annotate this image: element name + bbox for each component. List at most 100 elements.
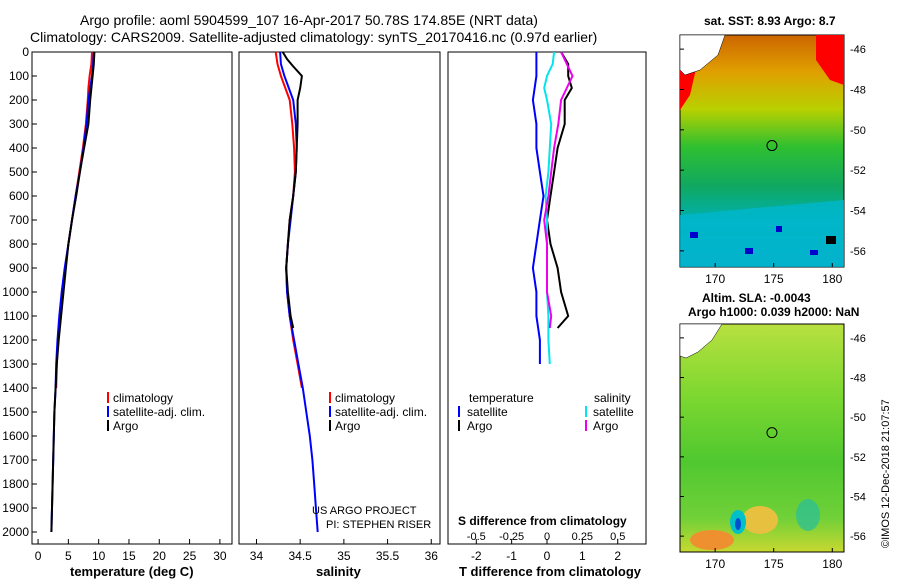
sla-map-panel: Altim. SLA: -0.0043 Argo h1000: 0.039 h2… (679, 291, 866, 571)
project-credit-line1: US ARGO PROJECT (312, 505, 417, 517)
series-line-argo (50, 51, 96, 533)
depth-axis: 0 100 200 300 400 500 600 700 800 900 1000 1100 1200… (2, 45, 37, 539)
depth-tick-label: 1800 (2, 477, 29, 491)
x-tick-label: 35.5 (376, 549, 400, 563)
x-tick-label: -2 (471, 549, 482, 563)
x-tick-label: 34.5 (288, 549, 312, 563)
series-line-t-satellite (531, 52, 545, 364)
depth-tick-label: 1700 (2, 453, 29, 467)
depth-tick-label: 2000 (2, 525, 29, 539)
sla-eddy-yellow (742, 506, 778, 534)
x-tick-label: 36 (425, 549, 439, 563)
sst-land-mass (679, 34, 726, 76)
depth-tick-label: 400 (9, 141, 29, 155)
map-lat-tick-label: -50 (850, 125, 866, 137)
depth-tick-label: 1900 (2, 501, 29, 515)
sst-map-axes: -46 -48 -50 -52 -54 -56 170 175 180 (680, 44, 866, 286)
legend-label-climatology: climatology (113, 391, 173, 405)
map-lat-tick-label: -54 (850, 491, 866, 503)
t-difference-x-label: T difference from climatology (459, 564, 642, 579)
sst-cold-pixel (745, 248, 753, 254)
salinity-plot-frame (238, 51, 441, 545)
depth-tick-label: 1600 (2, 429, 29, 443)
temperature-x-axis: 0 5 10 15 20 25 30 (35, 539, 227, 563)
legend-label-climatology: climatology (335, 391, 395, 405)
sla-map-axes: -46 -48 -50 -52 -54 -56 170 175 180 (680, 333, 866, 571)
depth-tick-label: 800 (9, 237, 29, 251)
series-line-s-satellite (543, 51, 556, 365)
depth-tick-label: 1100 (3, 309, 29, 323)
x-tick-label: 25 (183, 549, 197, 563)
project-credit-line2: PI: STEPHEN RISER (326, 519, 431, 531)
map-lat-tick-label: -48 (850, 373, 866, 385)
map-lon-tick-label: 170 (705, 557, 725, 571)
imos-timestamp-stamp: ©IMOS 12-Dec-2018 21:07:57 (880, 399, 892, 548)
s-tick-label: 0.5 (610, 531, 625, 543)
salinity-profile-lines (274, 51, 319, 533)
depth-tick-label: 700 (9, 213, 29, 227)
temperature-legend: climatology satellite-adj. clim. Argo (107, 391, 205, 433)
map-lat-tick-label: -48 (850, 84, 866, 96)
depth-tick-label: 0 (22, 45, 29, 59)
salinity-legend: climatology satellite-adj. clim. Argo (329, 391, 427, 433)
depth-tick-label: 1300 (2, 357, 29, 371)
difference-panel: -2 -1 0 1 2 -0.5 -0.25 0 0.25 0.5 S difference f… (447, 51, 647, 579)
legend-label-t-argo: Argo (467, 419, 493, 433)
sst-cold-pixel (776, 226, 782, 232)
map-lat-tick-label: -52 (850, 165, 866, 177)
map-lat-tick-label: -56 (850, 246, 866, 258)
figure-title-line1: Argo profile: aoml 5904599_107 16-Apr-20… (80, 12, 538, 28)
depth-tick-label: 1500 (2, 405, 29, 419)
s-difference-axis: -0.5 -0.25 0 0.25 0.5 (467, 531, 626, 543)
depth-tick-label: 1000 (2, 285, 29, 299)
legend-heading-temperature: temperature (469, 391, 534, 405)
s-tick-label: -0.25 (499, 531, 524, 543)
x-tick-label: 15 (122, 549, 136, 563)
temperature-plot-frame (31, 51, 233, 545)
depth-tick-label: 1200 (2, 333, 29, 347)
sst-map-title: sat. SST: 8.93 Argo: 8.7 (704, 14, 836, 28)
map-lat-tick-label: -56 (850, 531, 866, 543)
difference-legend: temperature satellite Argo salinity sate… (458, 391, 634, 433)
map-lon-tick-label: 180 (822, 272, 842, 286)
sst-map-panel: sat. SST: 8.93 Argo: 8.7 -46 -48 -50 -52 -54… (679, 14, 866, 286)
s-difference-title: S difference from climatology (458, 514, 627, 528)
x-tick-label: -1 (506, 549, 517, 563)
t-difference-x-axis: -2 -1 0 1 2 (471, 539, 621, 563)
sla-map-features (679, 323, 820, 550)
s-tick-label: 0 (544, 531, 550, 543)
sst-cold-pixel (810, 250, 818, 255)
x-tick-label: 0 (35, 549, 42, 563)
x-tick-label: 30 (213, 549, 227, 563)
sla-map-title-line2: Argo h1000: 0.039 h2000: NaN (688, 305, 859, 319)
depth-tick-label: 200 (9, 93, 29, 107)
sla-eddy-orange (690, 530, 734, 550)
sst-cold-patch (680, 200, 844, 267)
depth-tick-label: 600 (9, 189, 29, 203)
difference-profile-lines (531, 51, 574, 365)
depth-tick-label: 300 (9, 117, 29, 131)
map-lat-tick-label: -46 (850, 44, 866, 56)
map-lon-tick-label: 175 (764, 272, 784, 286)
salinity-x-label: salinity (316, 564, 362, 579)
map-lat-tick-label: -50 (850, 412, 866, 424)
map-lon-tick-label: 180 (822, 557, 842, 571)
map-lat-tick-label: -52 (850, 452, 866, 464)
salinity-x-axis: 34 34.5 35 35.5 36 (250, 539, 438, 563)
legend-label-t-satellite: satellite (467, 405, 508, 419)
sst-warm-patch (816, 35, 844, 85)
map-lon-tick-label: 175 (764, 557, 784, 571)
x-tick-label: 1 (579, 549, 586, 563)
temperature-profile-lines (50, 51, 96, 533)
depth-tick-label: 1400 (2, 381, 29, 395)
sst-argo-position-marker (766, 140, 778, 152)
map-lon-tick-label: 170 (705, 272, 725, 286)
depth-tick-label: 900 (9, 261, 29, 275)
sla-eddy-teal (796, 499, 820, 531)
x-tick-label: 34 (250, 549, 264, 563)
salinity-panel: 34 34.5 35 35.5 36 salinity climatology sate… (238, 51, 441, 579)
legend-label-s-argo: Argo (593, 419, 619, 433)
x-tick-label: 20 (153, 549, 167, 563)
sst-cold-pixel (826, 236, 836, 244)
